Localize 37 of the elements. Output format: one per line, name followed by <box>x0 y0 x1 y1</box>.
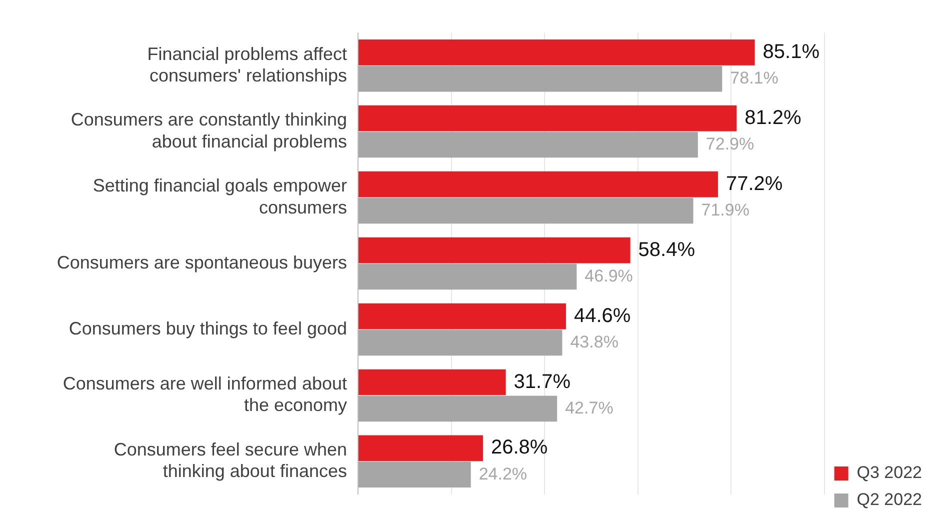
bar <box>358 171 718 198</box>
bar <box>358 39 755 66</box>
bar <box>358 369 506 396</box>
y-tick-label: Consumers are well informed about the economy <box>62 374 347 416</box>
y-tick-label: Consumers are spontaneous buyers <box>56 252 347 272</box>
y-tick-label: Consumers buy things to feel good <box>68 318 347 338</box>
legend-label: Q2 2022 <box>856 490 922 510</box>
bar <box>358 237 630 264</box>
data-label: 24.2% <box>478 464 528 484</box>
bar <box>358 462 471 488</box>
data-label: 42.7% <box>565 398 614 418</box>
bar <box>358 264 577 290</box>
bar <box>358 132 698 158</box>
bar <box>358 330 562 356</box>
bar <box>358 105 737 132</box>
bar <box>358 435 483 462</box>
data-label: 85.1% <box>762 40 820 63</box>
legend-label: Q3 2022 <box>856 463 922 482</box>
data-label: 77.2% <box>726 172 783 195</box>
y-tick-label: Financial problems affect consumers' relationships <box>147 44 347 86</box>
data-label: 44.6% <box>574 304 631 327</box>
data-label: 43.8% <box>570 332 618 352</box>
y-tick-label: Setting financial goals empower consumers <box>92 176 347 218</box>
bar <box>358 303 566 330</box>
data-label: 78.1% <box>730 68 778 88</box>
data-label: 72.9% <box>706 134 754 154</box>
bar <box>358 66 722 92</box>
data-label: 46.9% <box>584 266 633 286</box>
bar <box>358 198 694 224</box>
bar <box>358 396 558 422</box>
data-label: 58.4% <box>638 238 696 261</box>
data-label: 26.8% <box>490 436 548 459</box>
data-label: 81.2% <box>744 106 802 129</box>
data-label: 31.7% <box>514 370 571 393</box>
data-label: 71.9% <box>701 200 750 220</box>
y-tick-label: Consumers feel secure when thinking about finances <box>114 440 347 482</box>
y-tick-label: Consumers are constantly thinking about financial problems <box>70 110 347 152</box>
